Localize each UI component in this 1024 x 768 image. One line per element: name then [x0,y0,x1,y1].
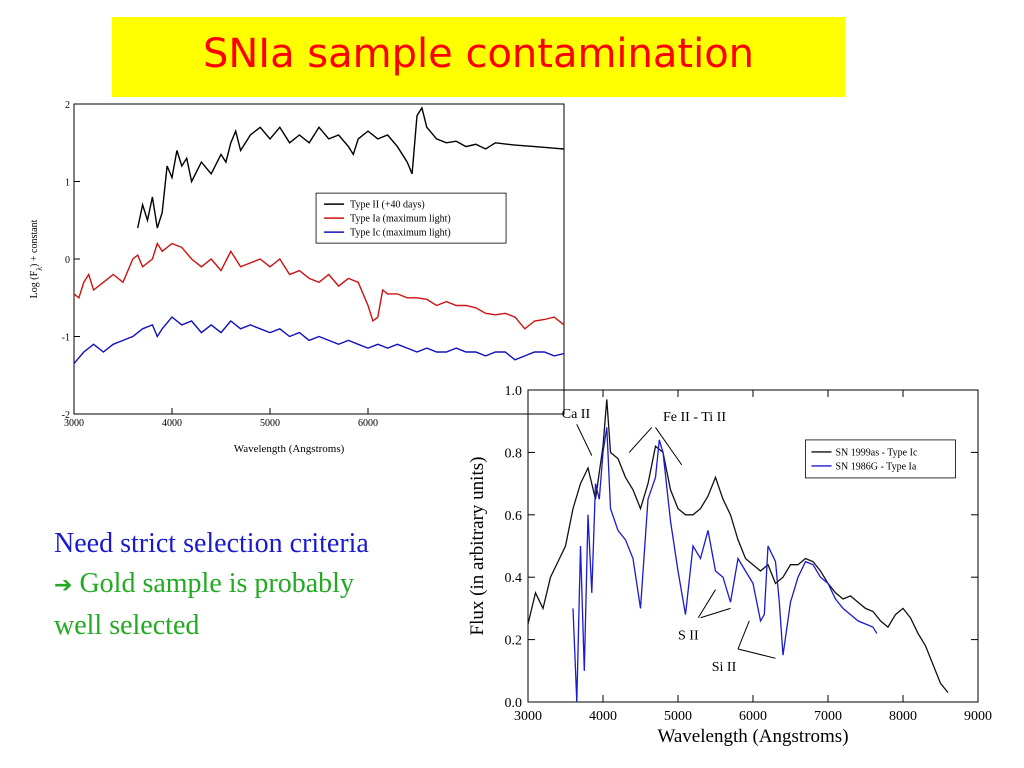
arrow-right-icon: ➔ [54,573,73,598]
series-line-1 [572,427,878,703]
note-line-1: Need strict selection criteria [54,528,369,559]
y-tick-label-3: 1 [65,178,70,189]
annotation-arrow-fe-ti-1 [628,427,653,453]
plot-frame [527,389,979,703]
y-axis-label: Log (Fλ) + constant [29,219,44,298]
annotation-arrow-s-ii-2 [700,607,731,619]
series-line-0 [527,399,949,694]
legend-label-0: Type II (+40 days) [350,200,425,211]
annotation-arrow-si-ii-1 [737,620,750,650]
x-tick-label-6: 9000 [964,709,992,724]
x-tick-label-3: 6000 [358,418,378,429]
annotation-arrow-fe-ti-2 [655,427,683,466]
y-tick-label-1: 0.2 [505,634,523,649]
x-tick-label-1: 4000 [162,418,182,429]
plot-frame [73,103,565,415]
note-line-3: well selected [54,610,200,641]
series-line-2 [73,316,565,365]
series-line-0 [137,106,565,229]
y-tick-label-0: 0.0 [505,696,523,711]
y-tick-label-3: 0.6 [505,509,523,524]
x-tick-label-1: 4000 [589,709,617,724]
x-tick-label-0: 3000 [64,418,84,429]
x-axis-label: Wavelength (Angstroms) [657,726,848,747]
x-tick-label-0: 3000 [514,709,542,724]
x-tick-label-3: 6000 [739,709,767,724]
series-line-1 [73,241,565,330]
y-tick-label-2: 0.4 [505,571,523,586]
spectra-comparison-chart: 3000 4000 5000 6000 -2 -1 0 1 2 Wavelength (Angst… [29,100,565,455]
x-tick-label-2: 5000 [664,709,692,724]
x-tick-label-2: 5000 [260,418,280,429]
slide-title: SNIa sample contamination [202,31,755,77]
y-tick-label-0: -2 [62,410,70,421]
annotation-arrow-ca-ii [576,424,593,456]
y-tick-label-2: 0 [65,255,70,266]
title-banner: SNIa sample contamination [112,17,845,97]
annotation-s-ii: S II [678,629,699,644]
annotation-ca-ii: Ca II [562,407,591,422]
sn-flux-chart: 3000 4000 5000 6000 7000 8000 9000 0.0 0.2 0.4 0.6… [467,384,992,747]
legend-label-1: SN 1986G - Type Ia [836,461,917,472]
legend-label-0: SN 1999as - Type Ic [836,447,918,458]
y-tick-label-5: 1.0 [505,384,523,399]
x-axis-label: Wavelength (Angstroms) [234,443,345,455]
legend-label-2: Type Ic (maximum light) [350,228,451,239]
legend-box [805,439,956,479]
note-line-2: ➔ Gold sample is probably [54,564,454,606]
annotation-arrow-s-ii-1 [697,589,716,619]
legend-box [315,192,507,244]
annotation-arrow-si-ii-2 [737,648,776,659]
annotation-fe-ti: Fe II - Ti II [663,410,726,425]
annotation-si-ii: Si II [712,660,737,675]
y-tick-label-1: -1 [62,333,70,344]
selection-note: Need strict selection criteria ➔ Gold sa… [54,524,454,646]
x-tick-label-5: 8000 [889,709,917,724]
note-line-2-text: Gold sample is probably [72,568,354,599]
legend-label-1: Type Ia (maximum light) [350,214,451,225]
x-tick-label-4: 7000 [814,709,842,724]
y-tick-label-4: 2 [65,100,70,111]
y-tick-label-4: 0.8 [505,446,523,461]
y-axis-label: Flux (in arbitrary units) [467,457,488,636]
